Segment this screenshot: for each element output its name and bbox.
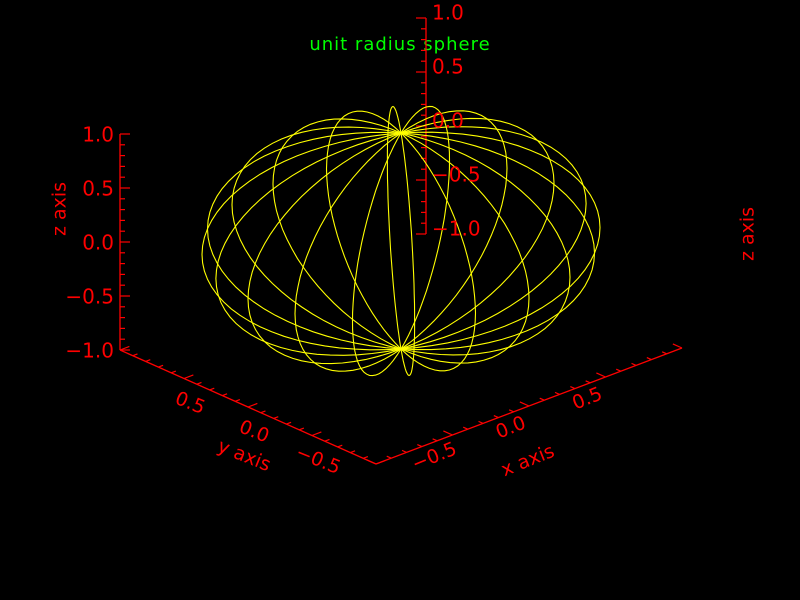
- x-tick: [554, 391, 560, 395]
- z-tick-label-right: 0.5: [432, 55, 464, 79]
- y-tick: [158, 364, 164, 368]
- y-tick: [273, 416, 279, 419]
- x-tick: [596, 372, 606, 378]
- x-tick: [508, 409, 514, 413]
- x-tick: [646, 357, 652, 361]
- sphere-meridian: [400, 132, 571, 356]
- x-tick: [386, 455, 392, 459]
- z-tick-label-right: −1.0: [432, 217, 481, 241]
- x-tick: [631, 362, 637, 366]
- y-tick: [260, 410, 266, 414]
- sphere-meridian: [400, 132, 477, 372]
- sphere-meridian: [400, 132, 596, 351]
- y-tick: [183, 374, 194, 380]
- y-tick: [375, 459, 386, 465]
- x-tick: [417, 444, 423, 448]
- z-tick-label-right: −0.5: [432, 163, 481, 187]
- z-axis-title-right: z axis: [737, 207, 759, 261]
- x-tick: [539, 397, 545, 401]
- y-tick: [222, 393, 228, 397]
- sphere-meridian: [400, 132, 416, 377]
- sphere-meridian: [400, 117, 555, 350]
- sphere-meridian: [351, 132, 402, 377]
- z-tick-label-left: −0.5: [65, 285, 114, 309]
- x-tick: [478, 420, 484, 424]
- z-tick-label-left: 0.5: [82, 177, 114, 201]
- z-tick-label-left: 0.0: [82, 231, 114, 255]
- y-tick: [286, 421, 292, 425]
- z-tick-label-right: 0.0: [432, 109, 464, 133]
- sphere-meridian: [272, 118, 402, 350]
- sphere-meridian: [231, 126, 402, 350]
- sphere-meridian: [400, 131, 601, 350]
- z-tick-label-left: 1.0: [82, 123, 114, 147]
- x-tick-label: −0.5: [409, 438, 460, 476]
- sphere-meridian: [215, 132, 402, 356]
- y-tick: [337, 444, 343, 448]
- axis-labels: −0.5 0.0 0.5 0.5 0.0 −0.5 1.0 0.5 0.0 −0.5 −1.0 1.0…: [49, 1, 759, 482]
- x-tick: [366, 459, 377, 465]
- x-axis-title: x axis: [498, 440, 558, 481]
- sphere-meridian: [294, 132, 402, 372]
- y-tick: [196, 381, 202, 385]
- x-tick: [570, 386, 576, 390]
- sphere-meridian: [325, 110, 402, 350]
- y-tick: [350, 450, 356, 454]
- z-tick-label-left: −1.0: [65, 339, 114, 363]
- sphere-meridian: [247, 132, 402, 365]
- x-tick: [585, 380, 591, 384]
- sphere-meridian: [400, 132, 530, 364]
- y-tick: [234, 398, 241, 402]
- y-tick: [298, 427, 305, 431]
- y-tick: [247, 402, 258, 408]
- y-tick: [145, 359, 151, 362]
- y-tick: [132, 353, 138, 357]
- y-tick: [209, 387, 215, 391]
- y-tick: [362, 455, 369, 459]
- x-tick: [615, 368, 622, 372]
- sphere-meridian: [400, 105, 451, 350]
- x-tick: [661, 351, 667, 355]
- sphere-meridian: [400, 126, 587, 350]
- y-tick: [324, 438, 330, 442]
- x-tick: [462, 426, 469, 430]
- axes: [119, 17, 683, 465]
- z-tick-label-right: 1.0: [432, 1, 464, 25]
- sphere-surface: [201, 105, 601, 377]
- sphere-meridian: [386, 105, 402, 350]
- x-tick-label: 0.0: [493, 412, 529, 444]
- sphere-meridian: [400, 110, 508, 350]
- x-tick: [519, 401, 530, 407]
- x-tick: [401, 449, 407, 453]
- sphere-meridian: [201, 132, 402, 351]
- x-tick-label: 0.5: [569, 383, 605, 415]
- y-tick: [311, 431, 322, 437]
- x-tick: [443, 430, 453, 436]
- y-tick: [170, 370, 177, 374]
- y-tick-label: 0.5: [172, 387, 208, 419]
- x-tick: [493, 415, 499, 419]
- z-axis-title-left: z axis: [49, 182, 71, 236]
- x-tick: [672, 343, 683, 349]
- x-tick: [432, 438, 438, 442]
- sphere-meridian: [206, 131, 402, 350]
- chart-title: unit radius sphere: [309, 34, 491, 55]
